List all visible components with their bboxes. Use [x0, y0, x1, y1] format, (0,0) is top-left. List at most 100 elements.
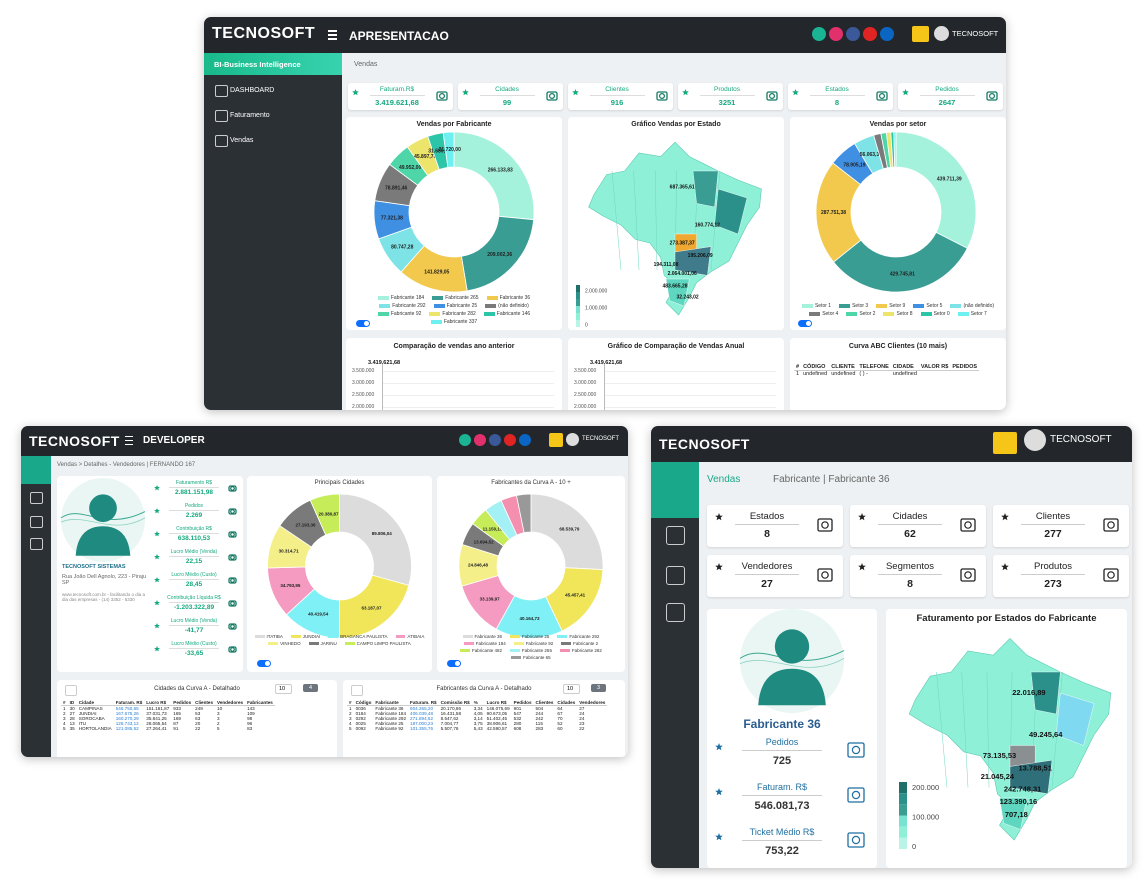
- filter-button[interactable]: [993, 432, 1017, 454]
- search-button[interactable]: [351, 685, 363, 696]
- sidebar-icon[interactable]: [30, 516, 43, 528]
- table-cell: 96: [247, 721, 253, 726]
- social-icon[interactable]: [812, 27, 826, 41]
- hamburger[interactable]: [125, 436, 133, 438]
- social-icon[interactable]: [519, 434, 531, 446]
- breadcrumb-link[interactable]: Vendas: [707, 474, 741, 485]
- page-size-select[interactable]: 10: [275, 684, 293, 694]
- kpi-divider: [878, 524, 942, 525]
- map-country: [908, 637, 1112, 841]
- menu-item[interactable]: Vendas: [230, 137, 254, 144]
- pager[interactable]: 3: [591, 684, 607, 692]
- grid-line: [604, 371, 776, 372]
- toggle-switch[interactable]: [447, 660, 461, 667]
- window-fabricante: TECNOSOFT TECNOSOFT Vendas Fabricante | Fab…: [651, 426, 1132, 868]
- social-icon[interactable]: [459, 434, 471, 446]
- avatar-body: [75, 526, 131, 556]
- toggle-switch[interactable]: [257, 660, 271, 667]
- social-icon[interactable]: [504, 434, 516, 446]
- kpi-divider: [169, 510, 219, 511]
- table-cell: 87: [173, 721, 179, 726]
- social-icon[interactable]: [846, 27, 860, 41]
- star-icon: [1001, 513, 1009, 521]
- filter-button[interactable]: [549, 433, 563, 447]
- social-icon[interactable]: [474, 434, 486, 446]
- table-cell: 2: [349, 711, 352, 716]
- social-icon[interactable]: [863, 27, 877, 41]
- graphic: [228, 577, 237, 584]
- menu-item[interactable]: DASHBOARD: [230, 87, 275, 94]
- legend-item: JARINU: [308, 641, 337, 646]
- menu-icon[interactable]: [215, 135, 228, 147]
- legend-swatch: [379, 304, 391, 308]
- table-cell: 5: [217, 726, 220, 731]
- legend-item: Fabricante 292: [557, 634, 599, 639]
- pager[interactable]: 4: [303, 684, 319, 692]
- sidebar-icon[interactable]: [666, 526, 685, 545]
- page-size-select[interactable]: 10: [563, 684, 581, 694]
- legend-swatch: [268, 641, 279, 646]
- star-icon: [792, 89, 799, 96]
- kpi-divider: [742, 750, 822, 751]
- bar-value-label: 3.419.621,68: [590, 360, 623, 366]
- legend-swatch: [429, 312, 441, 316]
- grid-line: [382, 371, 554, 372]
- sidebar-icon[interactable]: [30, 538, 43, 550]
- scale-bar: [899, 826, 907, 838]
- legend-item: Setor 4: [809, 311, 838, 317]
- filter-button[interactable]: [912, 26, 929, 42]
- legend-swatch: [920, 312, 932, 316]
- hamburger[interactable]: [125, 444, 133, 446]
- legend-item: Fabricante 92: [377, 311, 421, 317]
- search-button[interactable]: [65, 685, 77, 696]
- menu-icon[interactable]: [215, 110, 228, 122]
- graphic: [682, 89, 689, 96]
- table-header: VALOR R$: [918, 364, 951, 371]
- sidebar-icon[interactable]: [666, 603, 685, 622]
- legend-swatch: [801, 304, 813, 308]
- star-icon: [154, 646, 160, 652]
- menu-icon[interactable]: [215, 85, 228, 97]
- menu-item[interactable]: Faturamento: [230, 112, 270, 119]
- legend-item: Fabricante 184: [377, 295, 424, 301]
- kpi-value: 28,45: [185, 581, 203, 588]
- legend-label: Fabricante 184: [475, 641, 506, 646]
- table-cell: 3: [349, 716, 352, 721]
- kpi-divider: [1021, 524, 1085, 525]
- icon: [960, 568, 976, 582]
- hamburger[interactable]: [125, 440, 133, 442]
- user-avatar[interactable]: [566, 433, 579, 446]
- hamburger[interactable]: [328, 38, 337, 40]
- slice-label: 20.380,87: [318, 511, 339, 516]
- donut-slice: [339, 493, 412, 586]
- toggle-switch[interactable]: [798, 320, 812, 327]
- hamburger[interactable]: [328, 30, 337, 32]
- kpi-label: Ticket Médio R$: [749, 827, 815, 837]
- user-avatar[interactable]: [934, 26, 949, 41]
- legend-label: Fabricante 482: [472, 648, 503, 653]
- legend-label: Setor 1: [814, 303, 832, 309]
- sidebar-icon[interactable]: [666, 566, 685, 585]
- table-header-row: # CÓDIGO CLIENTE TELEFONE CIDADE VALOR R$ PEDI…: [794, 364, 980, 371]
- social-icon[interactable]: [880, 27, 894, 41]
- brand: TECNOSOFT: [659, 435, 750, 452]
- user-name[interactable]: TECNOSOFT: [952, 29, 999, 38]
- user-avatar[interactable]: [1024, 429, 1046, 451]
- map-state: [714, 188, 748, 235]
- sidebar-icon[interactable]: [30, 492, 43, 504]
- user-name[interactable]: TECNOSOFT: [1050, 434, 1112, 445]
- star-icon: [715, 563, 723, 571]
- user-name[interactable]: TECNOSOFT: [582, 436, 619, 442]
- table-cell: 70: [557, 716, 563, 721]
- toggle-switch[interactable]: [356, 320, 370, 327]
- panel-title: Fabricantes da Curva A - Detalhado: [436, 686, 532, 692]
- table-header: ID: [67, 700, 77, 706]
- social-icon[interactable]: [489, 434, 501, 446]
- table-cell: 16.431,58: [440, 711, 462, 716]
- hamburger[interactable]: [328, 34, 337, 36]
- legend-swatch: [432, 296, 444, 300]
- legend-swatch: [308, 641, 319, 646]
- scale-label: 200.000: [912, 783, 939, 792]
- social-icon[interactable]: [829, 27, 843, 41]
